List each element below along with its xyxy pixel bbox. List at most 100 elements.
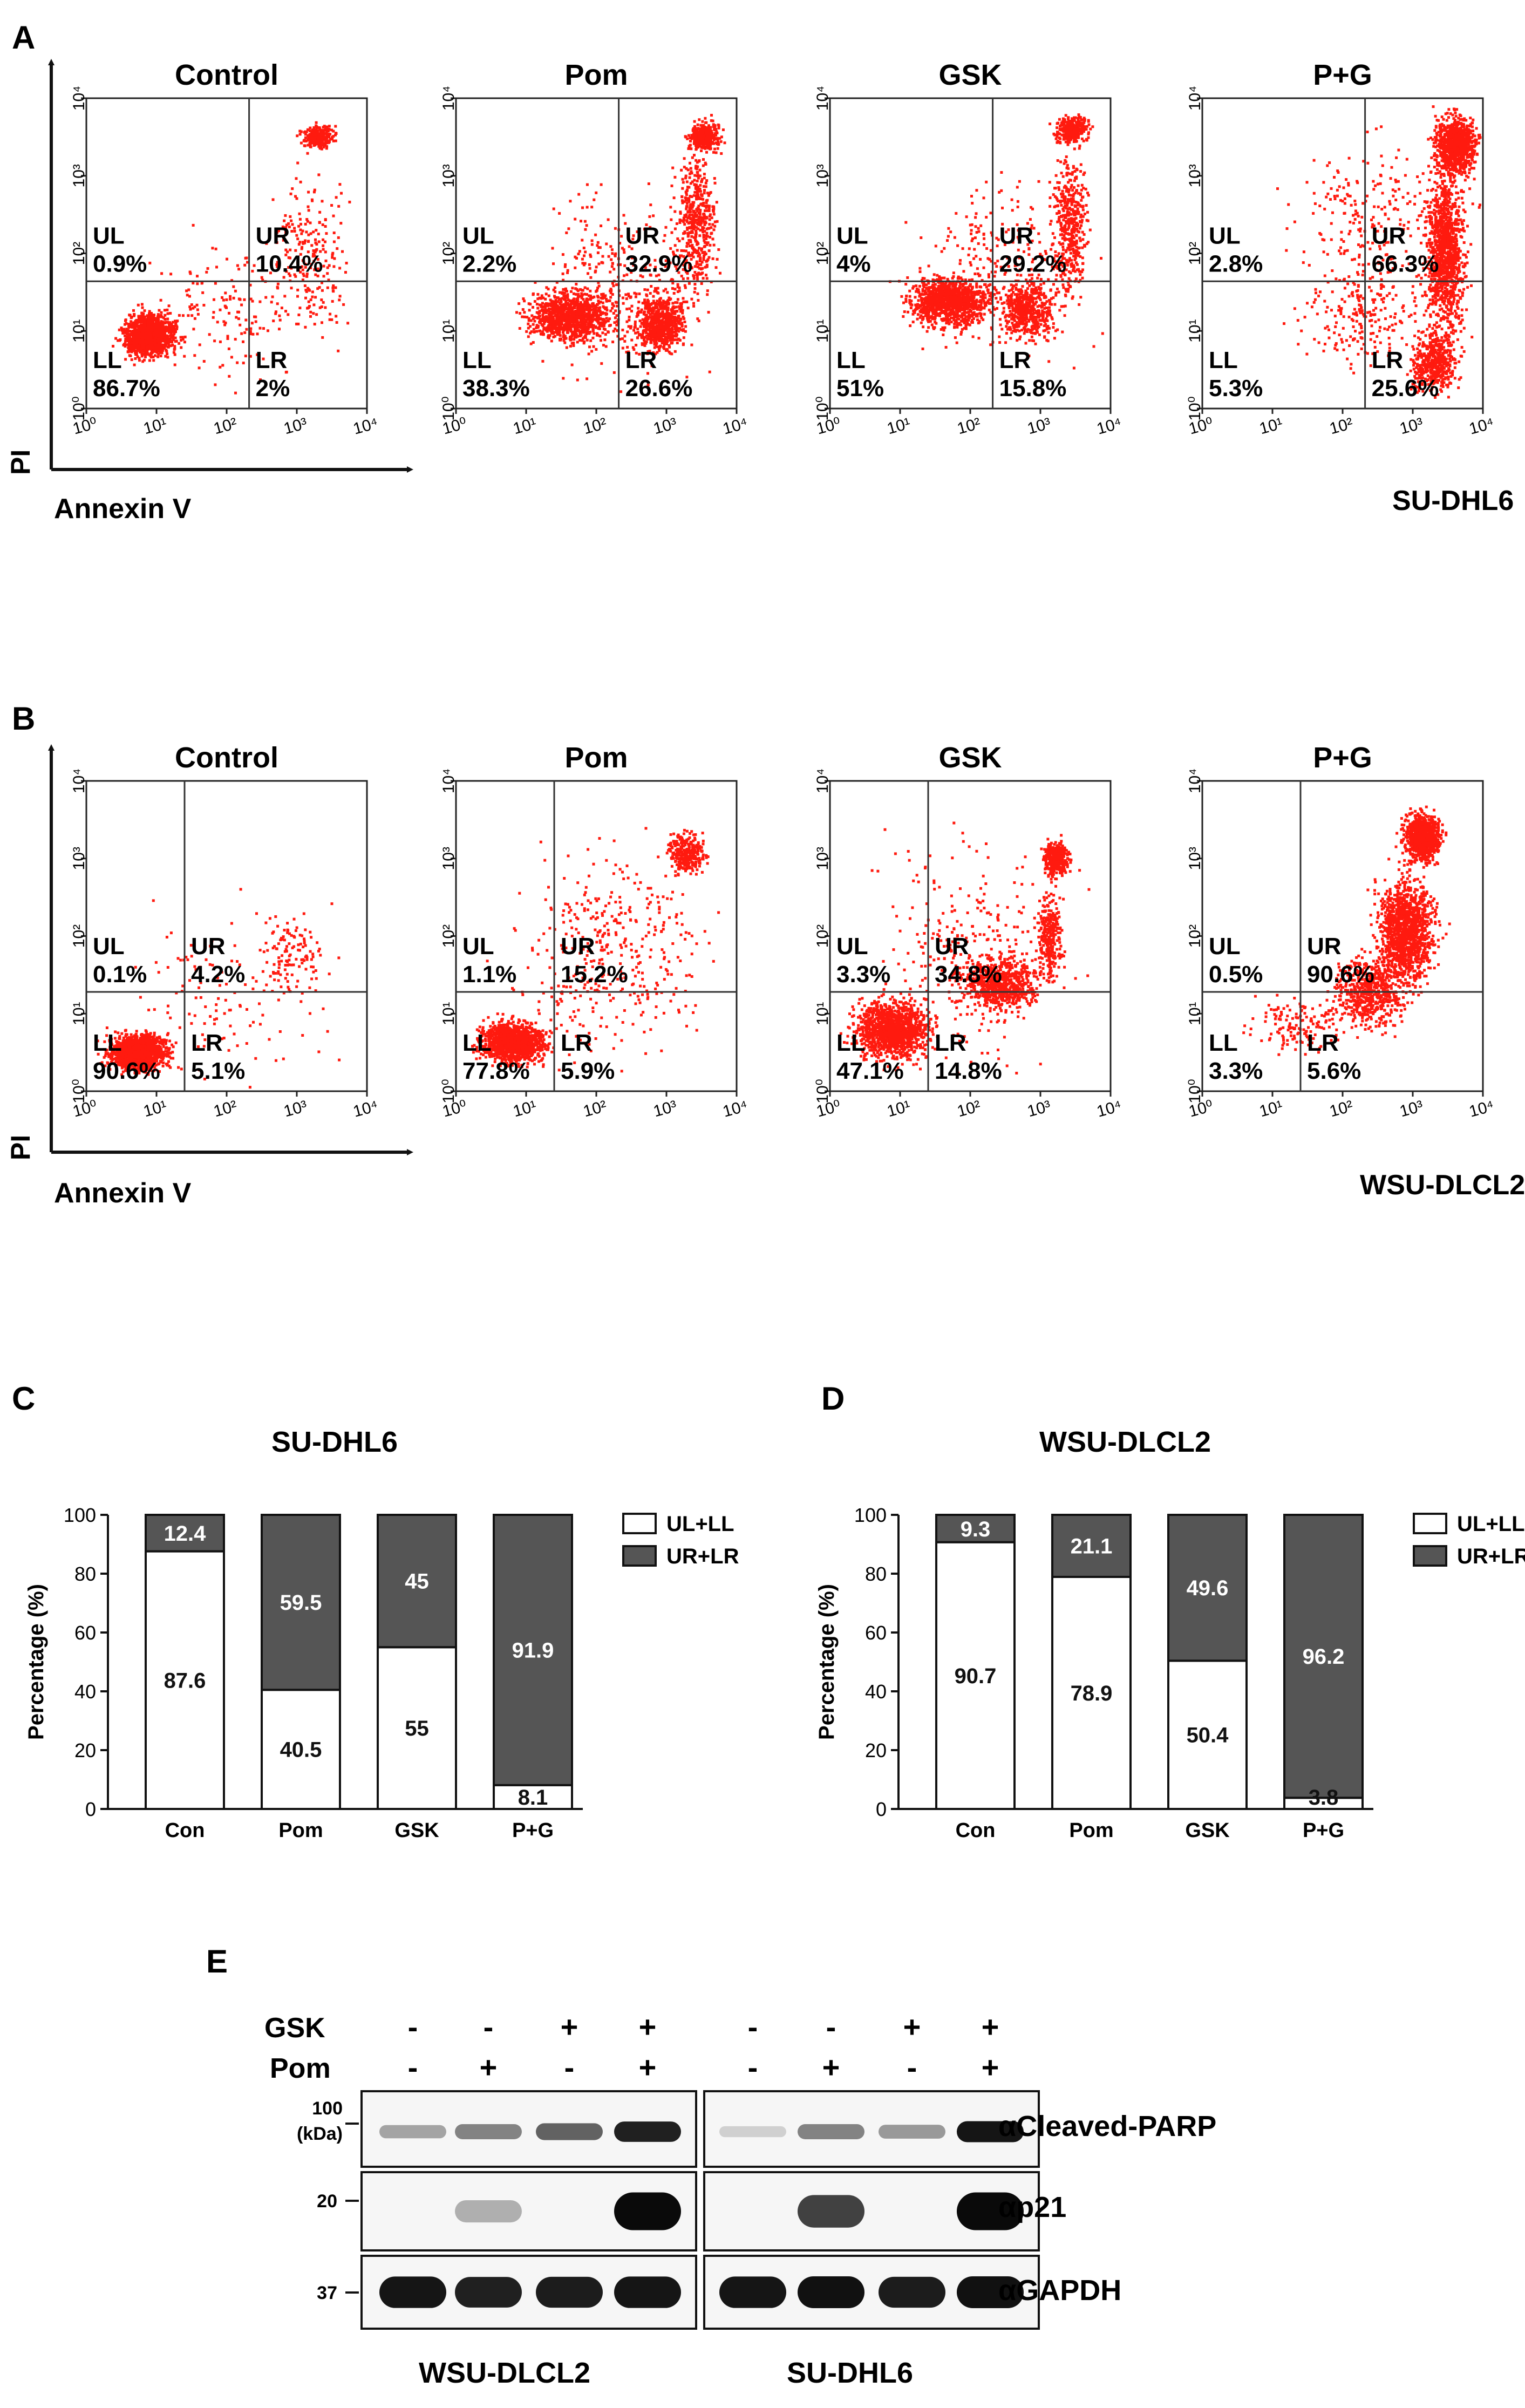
quadrant-ll-value: 47.1% (836, 1058, 904, 1084)
data-label-upper: 59.5 (280, 1591, 322, 1615)
panel-b-x-label: Annexin V (54, 1178, 192, 1209)
quadrant-lr-value: 15.8% (999, 375, 1067, 402)
y-tick-label: 10⁴ (814, 768, 832, 793)
quadrant-lr-value: 26.6% (625, 375, 693, 402)
x-tick-label: 10⁴ (351, 414, 380, 438)
quadrant-lr-value: 14.8% (935, 1058, 1002, 1084)
flow-plot-title: Pom (564, 742, 628, 774)
y-tick-label: 10⁰ (70, 1079, 88, 1103)
quadrant-ll-label: LL (1209, 1030, 1238, 1056)
panel-b-plots: ControlUL0.1%UR4.2%LL90.6%LR5.1%10⁰10⁰10… (70, 742, 1496, 1121)
x-tick-label: 10¹ (1257, 414, 1284, 438)
flow-plot-control: ControlUL0.1%UR4.2%LL90.6%LR5.1%10⁰10⁰10… (70, 742, 380, 1121)
legend-swatch (1414, 1546, 1446, 1566)
flow-plot-gsk: GSKUL3.3%UR34.8%LL47.1%LR14.8%10⁰10⁰10¹1… (814, 742, 1124, 1121)
y-tick-label: 10¹ (440, 319, 458, 343)
quadrant-ll-value: 3.3% (1209, 1058, 1263, 1084)
quadrant-ur-label: UR (191, 933, 226, 960)
x-tick-label: 10¹ (511, 1097, 538, 1120)
flow-plot-title: P+G (1313, 742, 1372, 774)
pom-sign: - (748, 2050, 758, 2084)
y-tick-label: 10¹ (440, 1002, 458, 1025)
plot-frame (1202, 781, 1483, 1091)
chart-title: WSU-DLCL2 (1039, 1426, 1211, 1458)
quadrant-ul-label: UL (93, 222, 125, 249)
quadrant-ul-value: 2.8% (1209, 250, 1263, 277)
x-tick-label: 10⁴ (721, 414, 750, 438)
legend-swatch (623, 1546, 656, 1566)
quadrant-lr-value: 5.9% (561, 1058, 615, 1084)
quadrant-lr-value: 2% (256, 375, 290, 402)
y-tick-label: 10¹ (814, 319, 832, 343)
pom-sign: + (822, 2050, 840, 2084)
flow-plot-p-g: P+GUL0.5%UR90.6%LL3.3%LR5.6%10⁰10⁰10¹10¹… (1186, 742, 1496, 1121)
quadrant-ul-label: UL (836, 933, 868, 960)
quadrant-lr-label: LR (1372, 347, 1404, 373)
gsk-sign: - (826, 2010, 836, 2044)
gsk-sign: - (748, 2010, 758, 2044)
y-tick-label: 60 (74, 1622, 96, 1644)
pom-sign: - (907, 2050, 917, 2084)
x-tick-label: 10² (955, 1097, 982, 1120)
y-tick-label: 10³ (1186, 847, 1204, 870)
y-tick-label: 10³ (440, 164, 458, 187)
quadrant-ul-label: UL (836, 222, 868, 249)
x-tick-label: 10³ (1025, 1097, 1052, 1120)
band-cleaved_parp (455, 2124, 522, 2139)
x-tick-label: 10¹ (1257, 1097, 1284, 1120)
y-tick-label: 10³ (70, 164, 88, 187)
x-tick-label: 10⁴ (1095, 414, 1124, 438)
y-tick-label: 100 (64, 1504, 96, 1526)
quadrant-lr-value: 5.1% (191, 1058, 245, 1084)
category-label: Pom (278, 1819, 323, 1842)
flow-plot-title: GSK (938, 742, 1002, 774)
gsk-row-label: GSK (264, 2012, 325, 2044)
band-gapdh (536, 2277, 603, 2308)
y-tick-label: 60 (865, 1622, 887, 1644)
band-p21 (455, 2200, 522, 2222)
x-tick-label: 10² (212, 414, 239, 438)
x-tick-label: 10³ (282, 1097, 309, 1120)
panel-a-x-label: Annexin V (54, 493, 192, 525)
quadrant-ur-value: 10.4% (256, 250, 323, 277)
y-tick-label: 10⁴ (70, 768, 88, 793)
pom-row-label: Pom (270, 2053, 331, 2084)
data-label-lower: 40.5 (280, 1738, 322, 1762)
quadrant-ll-value: 86.7% (93, 375, 160, 402)
pom-sign: - (408, 2050, 418, 2084)
x-tick-label: 10⁴ (1095, 1097, 1124, 1121)
quadrant-ll-label: LL (462, 347, 492, 373)
quadrant-lr-value: 5.6% (1307, 1058, 1361, 1084)
category-label: P+G (512, 1819, 554, 1842)
quadrant-ll-value: 51% (836, 375, 884, 402)
y-tick-label: 10⁰ (440, 396, 458, 420)
y-tick-label: 10³ (1186, 164, 1204, 187)
panel-d-label: D (821, 1380, 845, 1417)
band-gapdh (798, 2276, 864, 2308)
panel-e: E GSK Pom ---++-++---++-++ 100 (kDa) 20 … (206, 1943, 1216, 2389)
quadrant-ul-label: UL (1209, 222, 1241, 249)
x-tick-label: 10² (1327, 1097, 1354, 1120)
panel-b-label: B (12, 700, 35, 737)
quadrant-ll-label: LL (93, 347, 122, 373)
panel-a-label: A (12, 19, 35, 56)
quadrant-ur-value: 32.9% (625, 250, 693, 277)
quadrant-ur-value: 29.2% (999, 250, 1067, 277)
quadrant-lr-label: LR (256, 347, 288, 373)
y-tick-label: 40 (74, 1681, 96, 1703)
y-tick-label: 10⁰ (1186, 1079, 1204, 1103)
band-cleaved_parp (536, 2123, 603, 2140)
y-tick-label: 10³ (814, 164, 832, 187)
quadrant-lr-label: LR (935, 1030, 966, 1056)
data-label-upper: 49.6 (1187, 1576, 1229, 1600)
blot-label-cleaved-parp: αCleaved-PARP (998, 2110, 1216, 2142)
quadrant-ll-label: LL (836, 1030, 866, 1056)
quadrant-lr-value: 25.6% (1372, 375, 1439, 402)
quadrant-lr-label: LR (625, 347, 657, 373)
flow-plot-p-g: P+GUL2.8%UR66.3%LL5.3%LR25.6%10⁰10⁰10¹10… (1186, 59, 1496, 438)
x-tick-label: 10¹ (885, 1097, 912, 1120)
quadrant-ul-label: UL (462, 222, 494, 249)
data-label-lower: 55 (405, 1717, 429, 1740)
